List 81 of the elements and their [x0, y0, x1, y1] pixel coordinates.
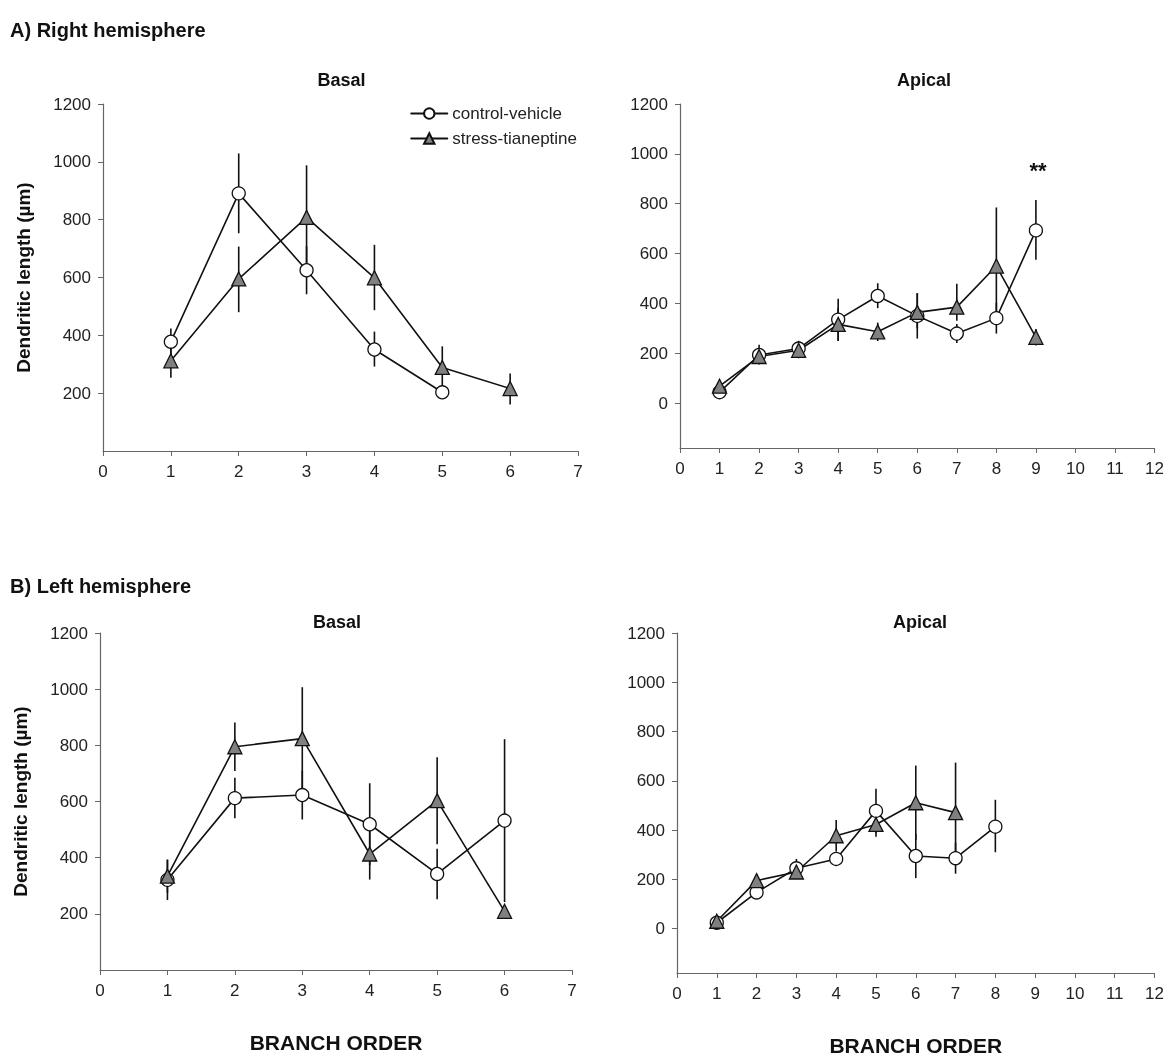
y-tick-label: 1200 [53, 94, 91, 114]
y-tick-label: 1000 [627, 672, 665, 692]
y-tick-label: 1200 [630, 94, 668, 114]
y-axis-title: Dendritic length (µm) [10, 706, 31, 897]
y-tick-label: 600 [639, 244, 668, 264]
x-tick-label: 5 [432, 981, 442, 1000]
chart-title: Apical [897, 70, 952, 90]
y-tick-label: 0 [658, 393, 668, 413]
x-tick-label: 0 [95, 981, 105, 1000]
x-tick-label: 10 [1065, 459, 1085, 478]
x-tick-label: 6 [912, 459, 923, 478]
legend-label: control-vehicle [452, 104, 562, 123]
text: A) Right hemisphere [10, 19, 206, 41]
y-tick-label: 1200 [627, 623, 665, 643]
y-tick-label: 1000 [630, 144, 668, 164]
x-tick-label: 2 [233, 462, 244, 481]
x-tick-label: 5 [872, 459, 883, 478]
x-tick-label: 1 [714, 459, 725, 478]
y-tick-label: 800 [62, 210, 91, 230]
x-axis-title: BRANCH ORDER [249, 1031, 423, 1054]
chart-title: Basal [317, 70, 366, 90]
y-tick-label: 600 [59, 792, 88, 811]
x-tick-label: 11 [1105, 984, 1124, 1003]
x-tick-label: 2 [230, 981, 240, 1000]
x-tick-label: 3 [301, 462, 312, 481]
chart-title: Apical [893, 612, 948, 632]
x-tick-label: 4 [831, 984, 841, 1003]
x-tick-label: 3 [791, 984, 802, 1003]
x-tick-label: 4 [364, 981, 375, 1000]
y-tick-label: 200 [59, 904, 88, 924]
x-tick-label: 10 [1065, 984, 1085, 1003]
x-tick-label: 5 [871, 984, 881, 1003]
x-tick-label: 12 [1145, 984, 1165, 1003]
y-tick-label: 0 [655, 919, 665, 939]
y-tick-label: 400 [62, 325, 91, 345]
x-tick-label: 6 [911, 984, 921, 1003]
y-tick-label: 400 [636, 820, 665, 840]
x-tick-label: 7 [567, 981, 577, 1000]
chart-title: Basal [313, 612, 362, 632]
legend-label: stress-tianeptine [452, 129, 578, 148]
y-axis-title: Dendritic length (µm) [13, 182, 34, 373]
x-tick-label: 1 [712, 984, 722, 1003]
x-tick-label: 8 [991, 459, 1002, 478]
y-tick-label: 200 [639, 343, 668, 363]
x-tick-label: 5 [437, 462, 448, 481]
y-tick-label: 1000 [53, 152, 91, 172]
x-tick-label: 0 [98, 462, 108, 481]
y-tick-label: 600 [62, 268, 91, 287]
text: B) Left hemisphere [10, 575, 192, 597]
x-tick-label: 3 [297, 981, 308, 1000]
y-tick-label: 400 [59, 848, 88, 868]
x-tick-label: 1 [162, 981, 173, 1000]
x-tick-label: 0 [672, 984, 682, 1003]
x-tick-label: 8 [990, 984, 1001, 1003]
x-axis-title: BRANCH ORDER [829, 1034, 1003, 1057]
x-tick-label: 0 [675, 459, 685, 478]
x-tick-label: 1 [166, 462, 176, 481]
y-tick-label: 1200 [50, 623, 88, 643]
x-tick-label: 7 [573, 462, 583, 481]
x-tick-label: 4 [833, 459, 843, 478]
y-tick-label: 800 [639, 194, 668, 214]
x-tick-label: 6 [505, 462, 515, 481]
y-tick-label: 800 [636, 722, 665, 742]
x-tick-label: 2 [754, 459, 764, 478]
x-tick-label: 6 [499, 981, 510, 1000]
x-tick-label: 4 [369, 462, 380, 481]
y-tick-label: 1000 [50, 679, 88, 699]
x-tick-label: 12 [1145, 459, 1165, 478]
y-tick-label: 400 [639, 293, 668, 313]
y-tick-label: 200 [636, 869, 665, 889]
y-tick-label: 600 [636, 771, 665, 791]
x-tick-label: 9 [1031, 459, 1041, 478]
x-tick-label: 7 [952, 459, 962, 478]
x-tick-label: 2 [751, 984, 762, 1003]
x-tick-label: 3 [793, 459, 804, 478]
x-tick-label: 9 [1030, 984, 1040, 1003]
annotation: ** [1029, 157, 1047, 183]
y-tick-label: 200 [62, 383, 91, 403]
y-tick-label: 800 [59, 735, 88, 755]
x-tick-label: 11 [1106, 459, 1124, 478]
x-tick-label: 7 [950, 984, 961, 1003]
